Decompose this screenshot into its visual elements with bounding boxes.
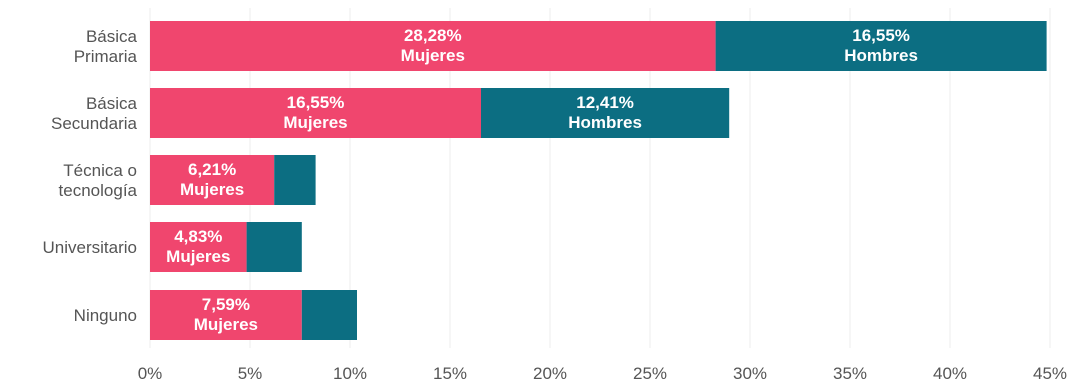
x-tick-label: 10% (333, 364, 367, 383)
data-label: 6,21% Mujeres (180, 160, 244, 199)
bar-hombres (715, 21, 1047, 71)
bar-hombres (246, 222, 302, 272)
x-tick-label: 0% (138, 364, 163, 383)
category-label: Básica Secundaria (51, 94, 138, 133)
data-label: 7,59% Mujeres (194, 295, 258, 334)
bars: 28,28% Mujeres 16,55% Hombres 16,55% Mujeres 1… (150, 21, 1047, 340)
bar-mujeres (150, 88, 481, 138)
x-tick-label: 30% (733, 364, 767, 383)
bar-mujeres (150, 21, 716, 71)
bar-mujeres (150, 290, 302, 340)
bar-hombres (301, 290, 357, 340)
bar-mujeres (150, 222, 247, 272)
x-tick-label: 25% (633, 364, 667, 383)
data-label: 16,55% Hombres (844, 26, 918, 65)
category-label: Básica Primaria (74, 27, 138, 66)
x-axis-ticks: 0% 5% 10% 15% 20% 25% 30% 35% 40% 45% (138, 364, 1067, 383)
category-label: Técnica o tecnología (59, 161, 138, 200)
x-tick-label: 20% (533, 364, 567, 383)
data-label: 16,55% Mujeres (283, 93, 347, 132)
category-label: Ninguno (74, 306, 137, 325)
data-label: 4,83% Mujeres (166, 227, 230, 266)
bar-hombres (274, 155, 316, 205)
x-tick-label: 45% (1033, 364, 1067, 383)
data-label: 28,28% Mujeres (401, 26, 465, 65)
data-label: 12,41% Hombres (568, 93, 642, 132)
x-tick-label: 15% (433, 364, 467, 383)
x-tick-label: 35% (833, 364, 867, 383)
bar-mujeres (150, 155, 275, 205)
bar-hombres (481, 88, 730, 138)
x-tick-label: 5% (238, 364, 263, 383)
category-label: Universitario (43, 238, 137, 257)
x-tick-label: 40% (933, 364, 967, 383)
